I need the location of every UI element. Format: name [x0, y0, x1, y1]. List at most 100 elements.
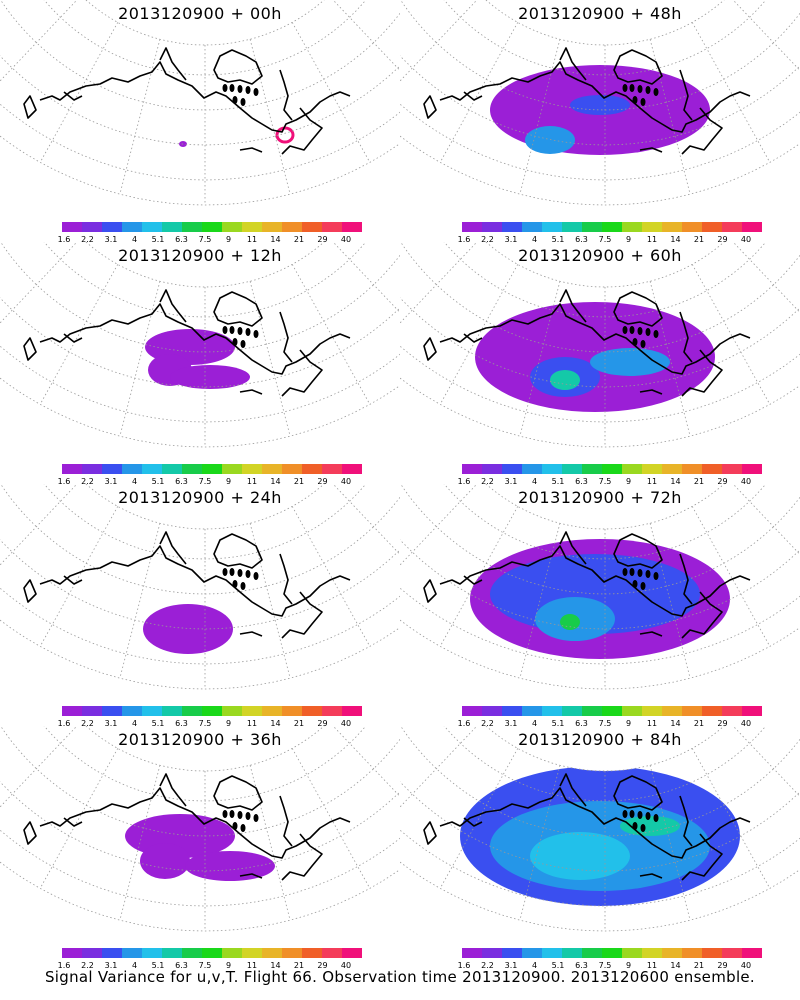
colorbar-tick-label: 1.6: [457, 719, 471, 728]
colorbar-swatch: [202, 222, 222, 232]
colorbar-labels: 1.6 2.2 3.1 4 5.1 6.3 7.5 9 11 14 21 29 40: [58, 235, 362, 245]
colorbar-swatch: [182, 706, 202, 716]
colorbar-tick-label: 5.1: [151, 235, 165, 244]
colorbar-swatch: [742, 222, 762, 232]
colorbar-tick-label: 21: [293, 477, 305, 486]
colorbar-swatch: [142, 948, 162, 958]
colorbar-tick-label: 40: [740, 719, 752, 728]
coastlines: [23, 531, 351, 639]
colorbar-tick-label: 2.2: [81, 235, 94, 244]
colorbar-swatch: [702, 706, 722, 716]
colorbar-swatch: [682, 222, 702, 232]
colorbar-tick-label: 6.3: [175, 719, 188, 728]
variance-region: [570, 95, 630, 115]
colorbar-swatch: [122, 948, 142, 958]
colorbar-tick-label: 14: [270, 477, 281, 486]
colorbar-swatch: [102, 464, 122, 474]
colorbar-tick-label: 3.1: [504, 961, 518, 970]
colorbar-tick-label: 9: [225, 961, 232, 970]
colorbar-labels: 1.6 2.2 3.1 4 5.1 6.3 7.5 9 11 14 21 29 40: [58, 961, 362, 971]
coastlines: [423, 47, 751, 155]
colorbar-tick-label: 11: [246, 961, 258, 970]
colorbar-tick-label: 6.3: [575, 961, 588, 970]
colorbar-tick-label: 40: [740, 961, 752, 970]
colorbar-tick-label: 40: [340, 235, 352, 244]
colorbar-swatch: [162, 948, 182, 958]
colorbar-tick-label: 11: [646, 961, 658, 970]
colorbar-swatch: [242, 222, 262, 232]
colorbar-tick-label: 21: [293, 719, 305, 728]
colorbar-tick-label: 4: [531, 477, 538, 486]
colorbar: [62, 464, 362, 474]
colorbar-tick-label: 7.5: [598, 235, 612, 244]
colorbar-swatch: [622, 464, 642, 474]
panel-60h: 2013120900 + 60h 1.6 2.2 3.1 4 5.1 6.3 7.5 9 11 1…: [400, 242, 800, 486]
colorbar-tick-label: 5.1: [551, 235, 565, 244]
colorbar-swatch: [242, 948, 262, 958]
colorbar-swatch: [622, 948, 642, 958]
colorbar-swatch: [462, 222, 482, 232]
colorbar-swatch: [242, 706, 262, 716]
colorbar-tick-label: 29: [717, 477, 728, 486]
colorbar-tick-label: 7.5: [198, 235, 212, 244]
colorbar-labels: 1.6 2.2 3.1 4 5.1 6.3 7.5 9 11 14 21 29 40: [458, 719, 762, 729]
colorbar-tick-label: 40: [740, 477, 752, 486]
colorbar-tick-label: 40: [340, 477, 352, 486]
coastlines: [423, 289, 751, 397]
colorbar-swatch: [302, 464, 322, 474]
coastlines: [23, 289, 351, 397]
panel-title: 2013120900 + 84h: [518, 730, 682, 749]
colorbar-swatch: [162, 222, 182, 232]
colorbar-tick-label: 4: [131, 961, 138, 970]
colorbar-swatch: [62, 464, 82, 474]
colorbar-swatch: [342, 464, 362, 474]
colorbar-swatch: [202, 948, 222, 958]
colorbar-swatch: [222, 222, 242, 232]
colorbar-swatch: [82, 706, 102, 716]
colorbar-tick-label: 1.6: [57, 719, 71, 728]
colorbar-swatch: [122, 464, 142, 474]
colorbar-swatch: [262, 706, 282, 716]
colorbar-labels: 1.6 2.2 3.1 4 5.1 6.3 7.5 9 11 14 21 29 40: [58, 477, 362, 487]
colorbar-tick-label: 14: [670, 719, 681, 728]
colorbar-tick-label: 4: [131, 477, 138, 486]
colorbar-swatch: [702, 948, 722, 958]
colorbar-tick-label: 6.3: [175, 961, 188, 970]
colorbar-tick-label: 9: [625, 719, 632, 728]
colorbar-tick-label: 2.2: [81, 961, 94, 970]
colorbar-labels: 1.6 2.2 3.1 4 5.1 6.3 7.5 9 11 14 21 29 40: [458, 477, 762, 487]
colorbar-tick-label: 4: [531, 961, 538, 970]
variance-region: [275, 126, 295, 144]
colorbar-tick-label: 2.2: [481, 719, 494, 728]
colorbar-swatch: [202, 464, 222, 474]
colorbar-tick-label: 29: [317, 477, 328, 486]
colorbar: [462, 706, 762, 716]
colorbar-tick-label: 4: [531, 235, 538, 244]
graticule: [0, 0, 400, 206]
coastlines: [23, 773, 351, 881]
colorbar-swatch: [462, 706, 482, 716]
colorbar-swatch: [62, 222, 82, 232]
colorbar-tick-label: 2.2: [481, 961, 494, 970]
colorbar-swatch: [662, 706, 682, 716]
colorbar-swatch: [722, 706, 742, 716]
colorbar-swatch: [482, 464, 502, 474]
colorbar-tick-label: 7.5: [198, 719, 212, 728]
colorbar-tick-label: 29: [317, 719, 328, 728]
colorbar-tick-label: 14: [270, 719, 281, 728]
colorbar-swatch: [742, 948, 762, 958]
colorbar-swatch: [522, 464, 542, 474]
colorbar-swatch: [542, 706, 562, 716]
colorbar-swatch: [562, 948, 582, 958]
colorbar-swatch: [282, 464, 302, 474]
map-00h: [0, 0, 400, 206]
colorbar-tick-label: 3.1: [104, 235, 118, 244]
colorbar-swatch: [262, 222, 282, 232]
colorbar-tick-label: 11: [246, 477, 258, 486]
colorbar-swatch: [142, 706, 162, 716]
colorbar-tick-label: 29: [717, 961, 728, 970]
colorbar: [462, 948, 762, 958]
colorbar-tick-label: 29: [317, 961, 328, 970]
colorbar-tick-label: 21: [293, 961, 305, 970]
colorbar-swatch: [582, 706, 602, 716]
